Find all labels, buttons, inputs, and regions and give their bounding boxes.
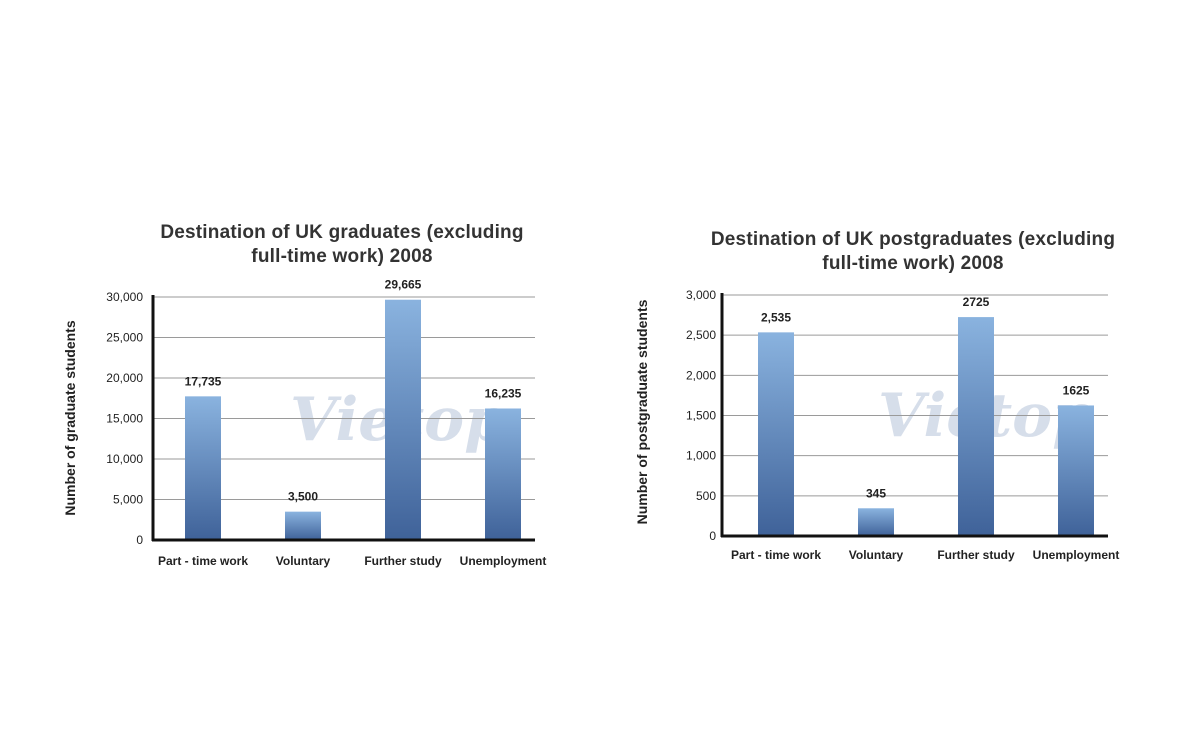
bar-2 <box>858 508 894 536</box>
data-label: 29,665 <box>385 278 422 292</box>
data-label: 2725 <box>963 295 990 309</box>
bar-3 <box>958 317 994 536</box>
data-label: 17,735 <box>185 374 222 388</box>
data-label: 3,500 <box>288 490 318 504</box>
bar-4 <box>1058 405 1094 536</box>
chart-1-title-line-2: full-time work) 2008 <box>251 246 433 267</box>
y-tick-label: 10,000 <box>106 452 143 466</box>
y-axis-title: Number of postgraduate students <box>634 299 650 524</box>
data-label: 2,535 <box>761 310 791 324</box>
y-tick-label: 15,000 <box>106 412 143 426</box>
y-tick-label: 20,000 <box>106 371 143 385</box>
y-tick-label: 5,000 <box>113 493 143 507</box>
x-category-label: Unemployment <box>1033 548 1120 562</box>
chart-1-title-line-1: Destination of UK graduates (excluding <box>160 222 524 243</box>
x-category-label: Voluntary <box>276 554 331 568</box>
y-tick-label: 2,000 <box>686 368 716 382</box>
x-category-label: Voluntary <box>849 548 904 562</box>
x-category-label: Further study <box>364 554 442 568</box>
bar-1 <box>758 332 794 536</box>
chart-2-title-line-2: full-time work) 2008 <box>822 253 1004 274</box>
y-tick-label: 500 <box>696 489 716 503</box>
y-tick-label: 1,000 <box>686 449 716 463</box>
bar-1 <box>185 396 221 540</box>
y-tick-label: 0 <box>709 529 716 543</box>
y-tick-label: 2,500 <box>686 328 716 342</box>
x-category-label: Part - time work <box>731 548 821 562</box>
chart-2-title-line-1: Destination of UK postgraduates (excludi… <box>710 229 1116 250</box>
y-tick-label: 0 <box>136 533 143 547</box>
y-tick-label: 1,500 <box>686 409 716 423</box>
bar-2 <box>285 511 321 540</box>
chart-1-title: Destination of UK graduates (excluding f… <box>132 221 552 269</box>
y-axis-title: Number of graduate students <box>62 320 78 515</box>
y-tick-label: 30,000 <box>106 290 143 304</box>
data-label: 345 <box>866 486 886 500</box>
x-category-label: Unemployment <box>460 554 547 568</box>
bar-3 <box>385 299 421 540</box>
y-tick-label: 25,000 <box>106 331 143 345</box>
y-tick-label: 3,000 <box>686 288 716 302</box>
chart-2-title: Destination of UK postgraduates (excludi… <box>692 228 1134 276</box>
x-category-label: Part - time work <box>158 554 248 568</box>
data-label: 16,235 <box>485 386 522 400</box>
data-label: 1625 <box>1063 383 1090 397</box>
x-category-label: Further study <box>937 548 1015 562</box>
bar-4 <box>485 408 521 540</box>
